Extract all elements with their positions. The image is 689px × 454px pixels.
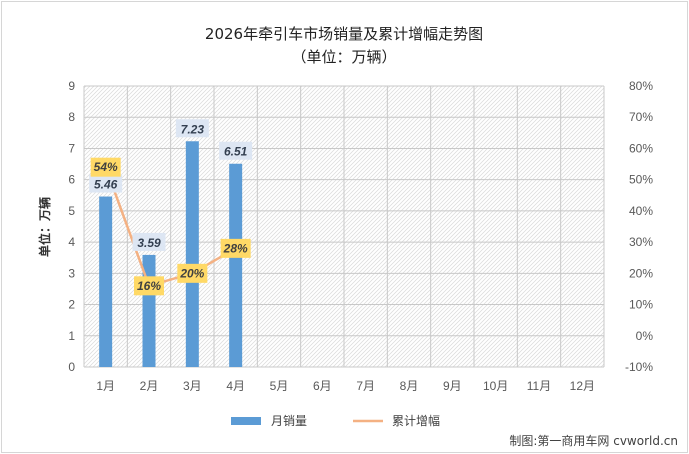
x-tick-label: 7月 (356, 379, 375, 393)
x-tick-label: 5月 (270, 379, 289, 393)
right-tick-label: 80% (629, 79, 653, 93)
legend-bar-swatch (231, 417, 261, 425)
credit-text: 制图:第一商用车网 cvworld.cn (509, 433, 678, 448)
x-tick-label: 1月 (96, 379, 115, 393)
x-tick-label: 3月 (183, 379, 202, 393)
left-tick-label: 1 (68, 329, 75, 343)
x-tick-label: 9月 (443, 379, 462, 393)
left-tick-label: 6 (68, 173, 75, 187)
bar-label-bg (132, 232, 166, 251)
line-label-bg (220, 238, 251, 258)
x-tick-label: 10月 (483, 379, 508, 393)
bar (185, 141, 199, 367)
bar-data-label: 3.59 (137, 236, 161, 250)
bar-data-label: 6.51 (224, 145, 248, 159)
bar-data-labels: 5.46 3.59 7.23 6.51 (89, 119, 253, 251)
x-axis-ticks: 1月 2月 3月 4月 5月 6月 7月 8月 9月 10月 11月 12月 (96, 379, 595, 393)
legend-bar-label: 月销量 (271, 414, 307, 428)
right-tick-label: 40% (629, 204, 653, 218)
bar (229, 163, 243, 367)
right-tick-label: 60% (629, 141, 653, 155)
right-axis-ticks: -10% 0% 10% 20% 30% 40% 50% 60% 70% 80% (625, 79, 653, 374)
right-tick-label: 50% (629, 173, 653, 187)
left-tick-label: 3 (68, 266, 75, 280)
x-tick-label: 12月 (570, 379, 595, 393)
right-tick-label: -10% (625, 360, 653, 374)
line-label-bg (134, 276, 164, 296)
chart-title: 2026年牵引车市场销量及累计增幅走势图 (205, 25, 483, 43)
gridlines (83, 85, 605, 368)
line-data-label: 20% (179, 266, 204, 280)
left-tick-label: 9 (68, 79, 75, 93)
bar-label-bg (89, 174, 123, 193)
bar-data-label: 5.46 (94, 178, 118, 192)
left-tick-label: 4 (68, 235, 75, 249)
left-tick-label: 2 (68, 298, 75, 312)
bar-series (99, 141, 243, 367)
line-path (104, 166, 237, 288)
x-tick-label: 8月 (400, 379, 419, 393)
x-tick-label: 11月 (527, 379, 551, 393)
legend: 月销量 累计增幅 (231, 413, 440, 428)
x-tick-label: 6月 (313, 379, 332, 393)
line-data-label: 54% (94, 160, 118, 174)
y-axis-label: 单位：万辆 (37, 197, 52, 257)
line-data-labels: 54% 16% 20% 28% (90, 157, 251, 296)
chart-subtitle: （单位：万辆） (291, 48, 396, 66)
bar (99, 196, 113, 367)
line-label-bg (90, 157, 121, 177)
line-label-bg (177, 263, 208, 283)
right-tick-label: 70% (629, 110, 653, 124)
line-data-label: 28% (223, 241, 248, 255)
left-tick-label: 5 (68, 204, 75, 218)
bar-data-label: 7.23 (181, 122, 205, 136)
right-tick-label: 20% (629, 266, 653, 280)
bar-label-bg (175, 119, 209, 138)
left-tick-label: 7 (68, 141, 75, 155)
left-tick-label: 0 (68, 360, 75, 374)
legend-line-label: 累计增幅 (392, 413, 440, 428)
bar-label-bg (219, 141, 253, 160)
right-tick-label: 30% (629, 235, 653, 249)
right-tick-label: 0% (636, 329, 654, 343)
left-axis-ticks: 0 1 2 3 4 5 6 7 8 9 (68, 79, 75, 374)
line-series (104, 166, 237, 288)
x-tick-label: 4月 (226, 379, 245, 393)
left-tick-label: 8 (68, 110, 75, 124)
line-data-label: 16% (137, 279, 161, 293)
right-tick-label: 10% (629, 298, 653, 312)
x-tick-label: 2月 (140, 379, 159, 393)
